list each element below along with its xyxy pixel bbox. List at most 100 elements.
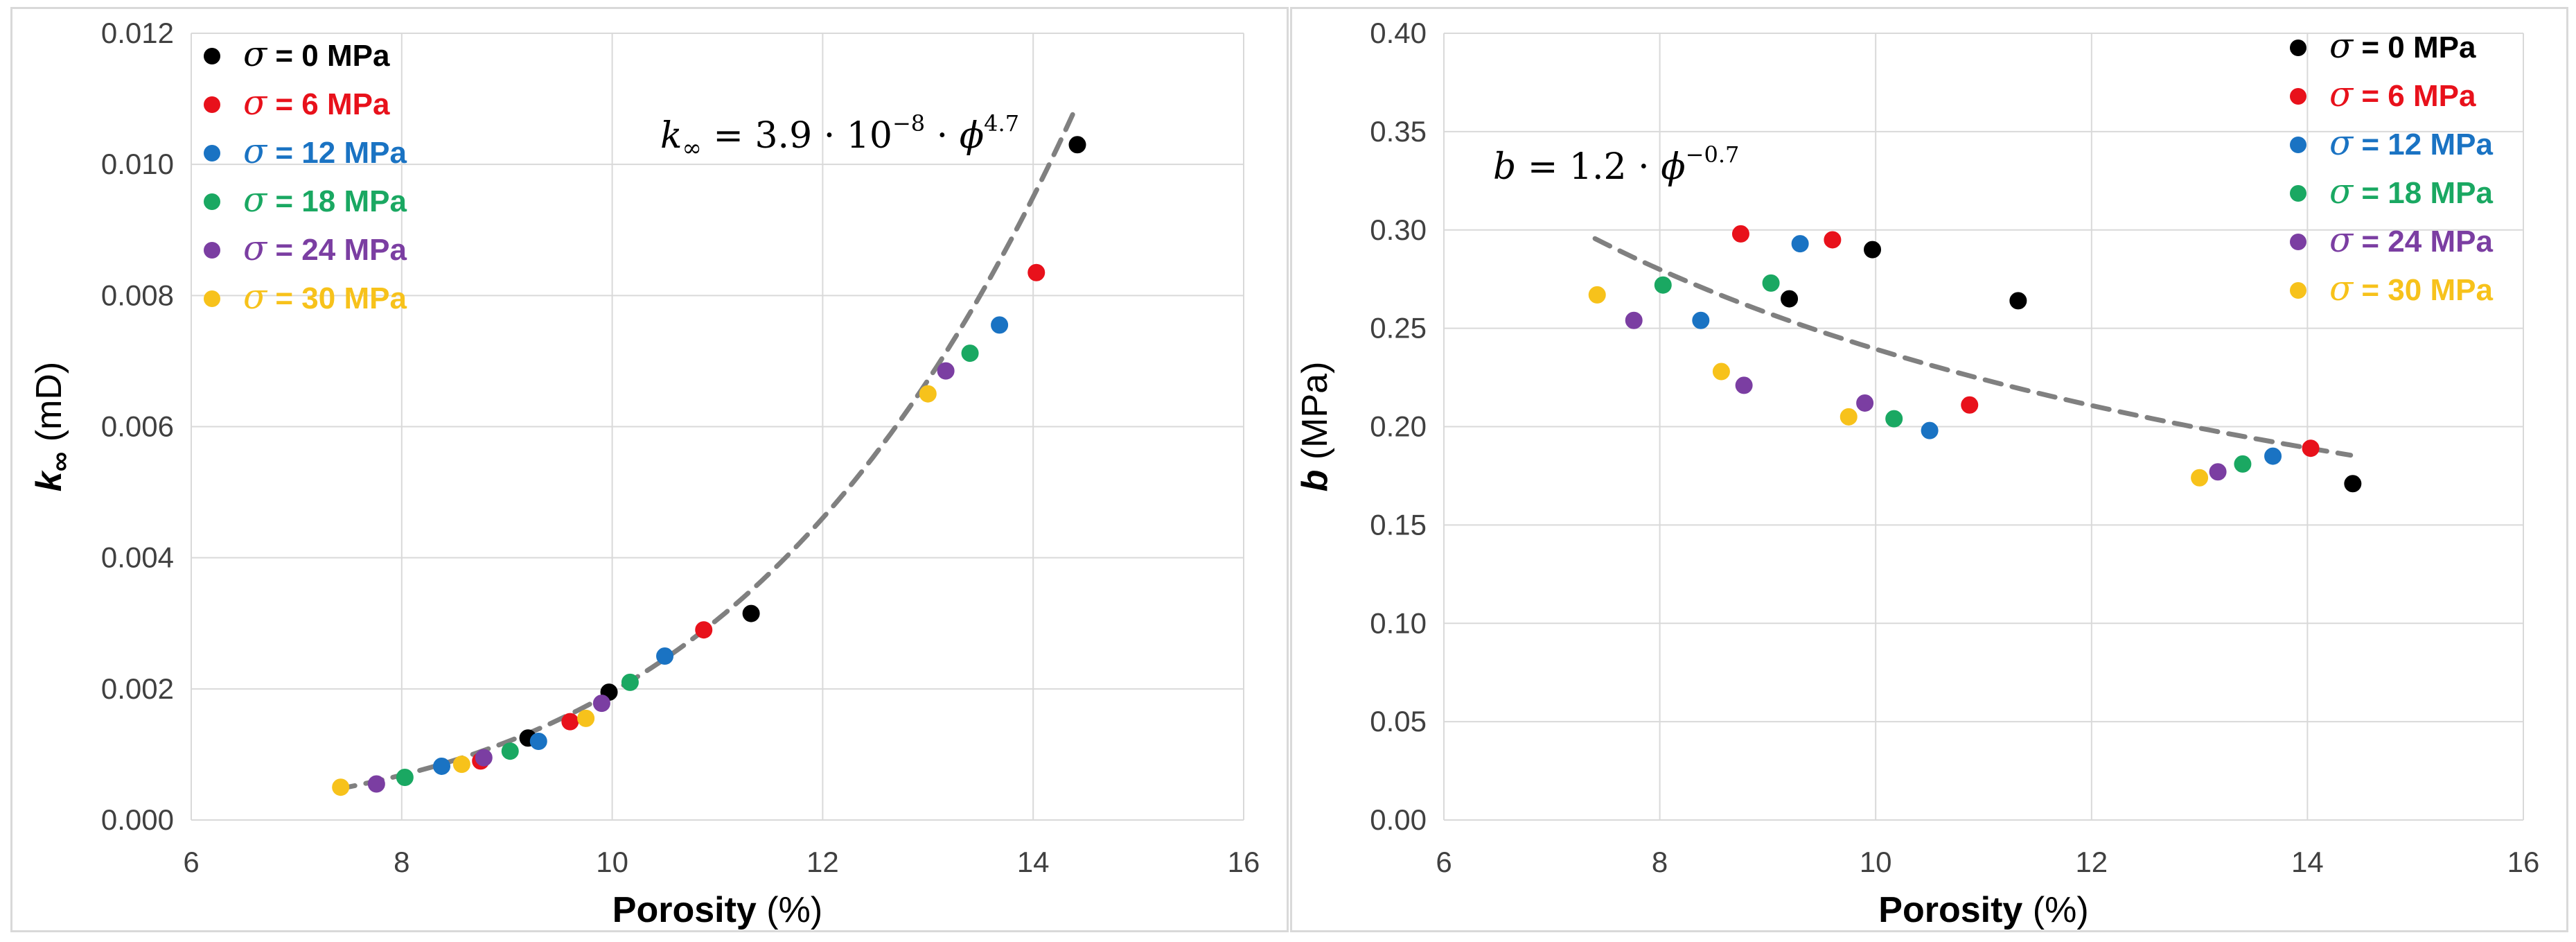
- legend-marker: [2290, 40, 2306, 56]
- y-tick-label: 0.25: [1370, 312, 1427, 344]
- legend-label: = 12 MPa: [267, 136, 407, 170]
- data-point-sigma-12: [1692, 311, 1710, 329]
- legend-entry: σ = 12 MPa: [243, 131, 407, 171]
- legend-entry: σ = 6 MPa: [243, 82, 390, 123]
- x-tick-label: 12: [806, 846, 839, 878]
- legend-label: = 12 MPa: [2353, 128, 2493, 162]
- fit-equation: k∞ = 3.9 · 10−8 · ϕ4.7: [660, 110, 1019, 162]
- legend-sigma: σ: [2329, 123, 2354, 163]
- legend-marker: [2290, 185, 2306, 202]
- x-tick-label: 14: [2291, 846, 2324, 878]
- legend-marker: [2290, 234, 2306, 250]
- legend-entry: σ = 12 MPa: [2329, 123, 2493, 163]
- legend-sigma: σ: [243, 131, 268, 171]
- y-tick-label: 0.012: [101, 17, 174, 49]
- data-point-sigma-0: [2344, 475, 2362, 493]
- equation-tail: ·: [925, 115, 960, 157]
- right-chart-panel: 6 8 10 12 14 16 0.00 0.05 0.10 0.15 0.20 0.25 0.30 0.…: [1290, 7, 2568, 932]
- data-point-sigma-12: [1791, 235, 1809, 253]
- data-point-sigma-0: [1068, 136, 1086, 154]
- y-tick-label: 0.006: [101, 410, 174, 443]
- y-axis-label-symbol: b: [1295, 470, 1335, 492]
- data-point-sigma-18: [2234, 455, 2252, 473]
- data-point-sigma-18: [396, 769, 414, 787]
- y-tick-label: 0.15: [1370, 508, 1427, 541]
- y-tick-label: 0.002: [101, 672, 174, 705]
- data-point-sigma-24: [1856, 394, 1874, 412]
- legend-label: = 18 MPa: [2353, 176, 2493, 210]
- y-tick-label: 0.35: [1370, 115, 1427, 148]
- right-chart: 6 8 10 12 14 16 0.00 0.05 0.10 0.15 0.20 0.25 0.30 0.…: [1295, 17, 2540, 930]
- data-point-sigma-6: [1961, 396, 1979, 414]
- x-tick-label: 8: [394, 846, 409, 878]
- equation-exponent-1: −8: [892, 110, 925, 137]
- equation-lhs: k: [660, 115, 682, 157]
- legend-sigma: σ: [2329, 171, 2354, 211]
- y-axis-label: b (MPa): [1295, 362, 1335, 492]
- legend-sigma: σ: [243, 180, 268, 220]
- equation-phi: ϕ: [960, 115, 984, 157]
- equation-lhs: b: [1493, 146, 1516, 188]
- y-tick-label: 0.10: [1370, 607, 1427, 639]
- y-axis-label-unit: (mD): [29, 362, 69, 452]
- data-point-sigma-6: [695, 621, 713, 639]
- legend-label: = 6 MPa: [2353, 79, 2476, 113]
- data-point-sigma-12: [1921, 421, 1939, 439]
- data-point-sigma-12: [991, 316, 1009, 334]
- data-point-sigma-18: [501, 742, 519, 760]
- left-chart: 6 8 10 12 14 16 0.000 0.002 0.004 0.006 0.008 0.010…: [29, 17, 1260, 930]
- data-point-sigma-30: [1840, 408, 1858, 426]
- x-tick-label: 16: [1228, 846, 1260, 878]
- data-point-sigma-30: [332, 778, 350, 796]
- data-point-sigma-12: [656, 647, 674, 665]
- y-tick-label: 0.30: [1370, 213, 1427, 246]
- fit-curve: [1592, 236, 2354, 458]
- y-tick-label: 0.40: [1370, 17, 1427, 49]
- legend-label: = 0 MPa: [2353, 30, 2476, 64]
- legend-marker: [204, 193, 220, 210]
- y-axis-label-unit: (MPa): [1295, 362, 1335, 470]
- legend-label: = 30 MPa: [2353, 273, 2493, 307]
- legend-entry: σ = 24 MPa: [2329, 220, 2493, 260]
- legend-sigma: σ: [243, 277, 268, 317]
- x-tick-label: 6: [1436, 846, 1452, 878]
- y-axis-label-symbol: k: [29, 469, 69, 491]
- data-point-sigma-30: [1712, 363, 1730, 381]
- y-axis-label-subscript: ∞: [45, 452, 76, 472]
- legend-marker: [204, 242, 220, 259]
- legend-entry: σ = 0 MPa: [2329, 26, 2476, 66]
- legend-label: = 0 MPa: [267, 39, 390, 73]
- data-point-sigma-18: [621, 673, 639, 691]
- x-tick-label: 16: [2507, 846, 2540, 878]
- y-tick-label: 0.20: [1370, 410, 1427, 443]
- data-point-sigma-30: [2191, 469, 2209, 487]
- data-point-sigma-24: [937, 362, 955, 380]
- data-point-sigma-0: [1781, 290, 1799, 308]
- data-point-sigma-18: [1762, 274, 1780, 292]
- legend-sigma: σ: [243, 82, 268, 123]
- data-point-sigma-30: [1588, 286, 1606, 304]
- legend-marker: [2290, 137, 2306, 153]
- legend-entry: σ = 6 MPa: [2329, 74, 2476, 114]
- legend-marker: [204, 290, 220, 307]
- data-point-sigma-24: [475, 749, 493, 767]
- data-point-sigma-24: [1625, 311, 1643, 329]
- equation-phi: ϕ: [1661, 146, 1685, 188]
- x-axis-label-main: Porosity: [612, 890, 757, 930]
- x-axis-label-main: Porosity: [1878, 890, 2022, 930]
- equation-mid: = 1.2 ·: [1516, 146, 1661, 188]
- legend-sigma: σ: [2329, 26, 2354, 66]
- data-point-sigma-30: [452, 756, 470, 774]
- data-point-sigma-24: [2209, 463, 2227, 481]
- data-point-sigma-18: [961, 344, 979, 363]
- legend-entry: σ = 18 MPa: [243, 180, 407, 220]
- x-tick-label: 12: [2075, 846, 2108, 878]
- legend-marker: [2290, 282, 2306, 299]
- y-tick-label: 0.008: [101, 279, 174, 311]
- left-chart-panel: 6 8 10 12 14 16 0.000 0.002 0.004 0.006 0.008 0.010…: [10, 7, 1289, 932]
- x-tick-label: 14: [1017, 846, 1050, 878]
- data-point-sigma-24: [367, 775, 385, 793]
- legend-entry: σ = 18 MPa: [2329, 171, 2493, 211]
- legend-marker: [204, 96, 220, 113]
- data-point-sigma-12: [529, 733, 547, 750]
